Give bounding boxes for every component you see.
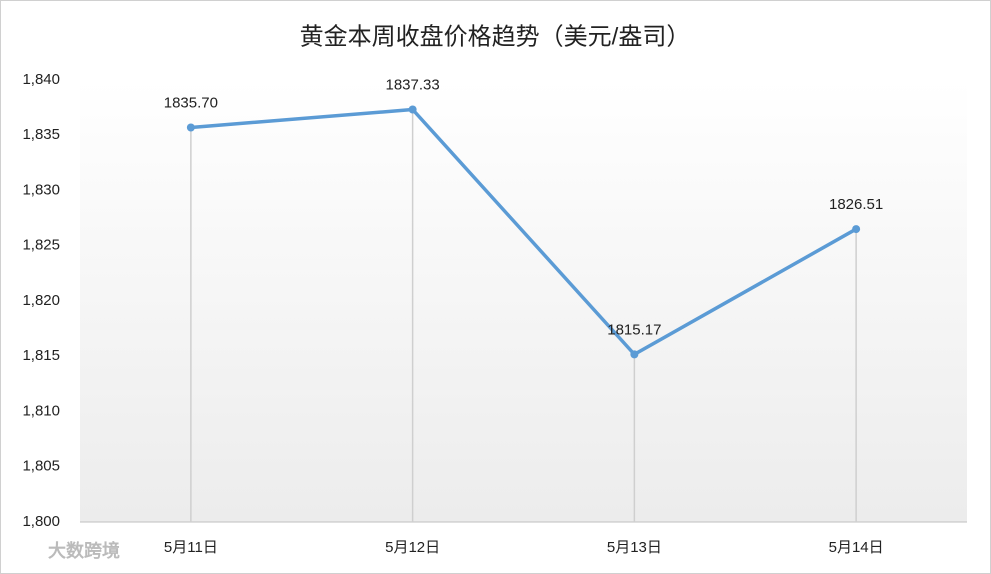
y-tick-label: 1,830	[22, 181, 60, 198]
watermark: 大数跨境	[48, 540, 120, 561]
data-label: 1815.17	[607, 321, 661, 338]
y-tick-label: 1,815	[22, 347, 60, 364]
point	[630, 350, 639, 359]
data-label: 1837.33	[386, 76, 440, 93]
x-tick-label: 5月11日	[164, 539, 218, 556]
x-tick-label: 5月14日	[829, 539, 884, 556]
y-tick-label: 1,820	[22, 292, 60, 309]
y-tick-label: 1,835	[22, 126, 60, 143]
plot-area	[80, 80, 967, 522]
y-tick-label: 1,825	[22, 237, 60, 254]
y-tick-label: 1,800	[22, 513, 60, 530]
chart-title: 黄金本周收盘价格趋势（美元/盎司）	[300, 23, 691, 50]
y-tick-label: 1,805	[22, 458, 60, 475]
y-tick-label: 1,840	[22, 71, 60, 88]
line	[190, 107, 857, 357]
data-label: 1826.51	[829, 196, 883, 213]
point	[408, 105, 417, 114]
x-tick-label: 5月12日	[385, 539, 440, 556]
point	[186, 123, 195, 132]
x-tick-label: 5月13日	[607, 539, 662, 556]
point	[852, 225, 861, 234]
y-tick-label: 1,810	[22, 402, 60, 419]
data-label: 1835.70	[164, 94, 218, 111]
